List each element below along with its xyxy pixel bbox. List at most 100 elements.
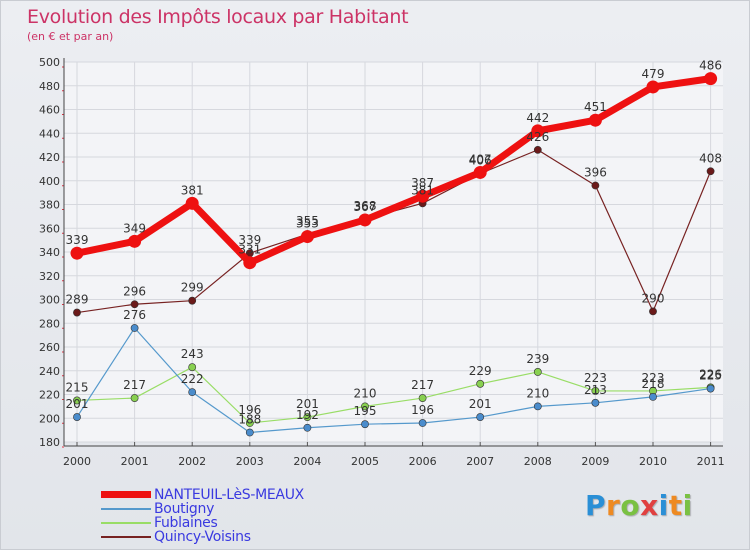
- data-label: 229: [469, 364, 492, 378]
- y-tick-label: 480: [39, 80, 60, 93]
- data-label: 406: [469, 154, 492, 168]
- data-label: 355: [296, 214, 319, 228]
- data-point: [358, 213, 372, 227]
- y-tick-label: 240: [39, 365, 60, 378]
- brand-letter: x: [640, 489, 659, 522]
- brand-logo: Proxiti: [585, 489, 693, 522]
- data-label: 196: [238, 403, 261, 417]
- data-point: [245, 428, 254, 437]
- data-label: 368: [354, 199, 377, 213]
- data-point: [418, 419, 427, 427]
- y-tick-label: 300: [39, 294, 60, 307]
- data-label: 192: [296, 408, 319, 422]
- x-tick-label: 2001: [121, 455, 149, 468]
- brand-letter: i: [658, 489, 669, 522]
- y-tick-label: 320: [39, 270, 60, 283]
- data-label: 451: [584, 100, 607, 114]
- data-point: [245, 419, 254, 427]
- series-boutigny: [73, 324, 715, 437]
- data-label: 299: [181, 281, 204, 295]
- x-tick-label: 2004: [293, 455, 321, 468]
- data-label: 226: [699, 367, 722, 381]
- data-point: [130, 394, 139, 402]
- data-label: 243: [181, 347, 204, 361]
- data-label: 210: [526, 386, 549, 400]
- y-tick-label: 420: [39, 151, 60, 164]
- data-point: [185, 196, 199, 210]
- data-label: 215: [66, 380, 89, 394]
- y-tick-label: 460: [39, 104, 60, 117]
- data-point: [188, 388, 197, 397]
- brand-letter: o: [620, 489, 641, 522]
- x-tick-label: 2003: [236, 455, 264, 468]
- x-tick-label: 2005: [351, 455, 379, 468]
- data-label: 408: [699, 151, 722, 165]
- data-point: [533, 145, 542, 154]
- y-tick-label: 200: [39, 412, 60, 425]
- data-label: 195: [354, 404, 377, 418]
- data-label: 223: [584, 371, 607, 385]
- data-point: [533, 402, 542, 411]
- data-label: 196: [411, 403, 434, 417]
- data-label: 289: [66, 293, 89, 307]
- data-label: 339: [238, 233, 261, 247]
- data-label: 217: [123, 378, 146, 392]
- legend-swatch: [101, 522, 151, 524]
- data-point: [649, 392, 657, 401]
- data-point: [533, 368, 542, 376]
- data-label: 353: [296, 217, 319, 231]
- data-label: 387: [411, 176, 434, 190]
- data-point: [361, 402, 369, 411]
- x-tick-label: 2009: [581, 455, 609, 468]
- y-tick-label: 180: [39, 436, 60, 449]
- brand-letter: P: [585, 489, 607, 522]
- x-tick-label: 2006: [409, 455, 437, 468]
- data-point: [704, 72, 718, 86]
- data-label: 222: [181, 372, 204, 386]
- data-point: [649, 307, 657, 316]
- legend-label: Quincy-Voisins: [154, 529, 251, 545]
- data-point: [418, 394, 427, 402]
- data-point: [416, 189, 430, 203]
- x-tick-label: 2011: [697, 455, 725, 468]
- legend-label: Boutigny: [154, 501, 215, 517]
- data-label: 225: [699, 369, 722, 383]
- data-label: 396: [584, 166, 607, 180]
- data-label: 407: [469, 152, 492, 166]
- y-tick-label: 340: [39, 246, 60, 259]
- data-point: [706, 167, 715, 176]
- data-label: 331: [238, 243, 261, 257]
- data-point: [646, 80, 660, 94]
- data-label: 210: [354, 386, 377, 400]
- y-tick-label: 220: [39, 389, 60, 402]
- data-point: [303, 413, 312, 421]
- data-point: [73, 396, 81, 405]
- data-label: 276: [123, 308, 146, 322]
- data-point: [476, 413, 485, 421]
- brand-letter: t: [668, 489, 683, 522]
- legend-swatch: [101, 508, 151, 510]
- data-point: [591, 181, 600, 190]
- data-label: 381: [411, 183, 434, 197]
- legend-label: Fublaines: [154, 515, 218, 531]
- data-label: 367: [354, 200, 377, 214]
- brand-letter: r: [606, 489, 621, 522]
- legend-swatch: [101, 536, 151, 538]
- data-point: [243, 256, 257, 270]
- data-point: [73, 413, 81, 421]
- series-line: [73, 75, 715, 267]
- data-label: 239: [526, 352, 549, 366]
- x-tick-label: 2010: [639, 455, 667, 468]
- legend-swatch: [101, 491, 151, 498]
- x-tick-label: 2007: [466, 455, 494, 468]
- x-tick-label: 2000: [63, 455, 91, 468]
- data-point: [188, 363, 197, 372]
- data-point: [591, 387, 600, 395]
- legend-label: NANTEUIL-LèS-MEAUX: [154, 487, 304, 503]
- data-point: [130, 300, 139, 309]
- data-point: [130, 324, 139, 332]
- data-point: [303, 423, 312, 432]
- data-point: [476, 379, 485, 388]
